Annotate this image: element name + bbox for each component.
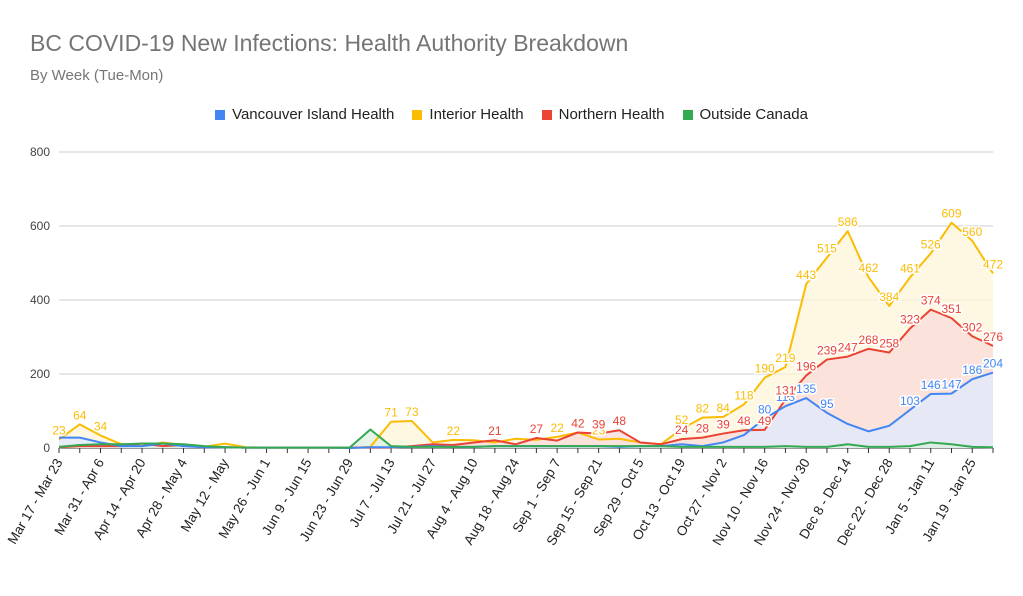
data-label: 103 <box>900 394 920 408</box>
data-label: 276 <box>983 330 1003 344</box>
y-tick-label: 800 <box>30 145 50 159</box>
legend-label: Interior Health <box>429 106 524 123</box>
legend-item: Vancouver Island Health <box>215 106 394 123</box>
y-tick-label: 200 <box>30 367 50 381</box>
legend-label: Northern Health <box>558 106 665 123</box>
data-label: 52 <box>675 413 689 427</box>
data-label: 39 <box>592 418 606 432</box>
data-label: 39 <box>716 418 730 432</box>
data-label: 239 <box>817 344 837 358</box>
data-label: 34 <box>94 419 108 433</box>
data-label: 472 <box>983 257 1003 271</box>
data-label: 526 <box>921 237 941 251</box>
data-label: 146 <box>921 378 941 392</box>
data-label: 64 <box>73 408 87 422</box>
data-label: 609 <box>941 207 961 221</box>
series-area <box>59 429 993 448</box>
legend-swatch <box>412 109 423 120</box>
series-line <box>58 428 994 449</box>
data-label: 23 <box>592 423 606 437</box>
data-label: 82 <box>696 402 710 416</box>
data-label: 196 <box>796 359 816 373</box>
chart-legend: Vancouver Island Health Interior Health No… <box>0 106 1023 123</box>
data-label: 71 <box>384 406 398 420</box>
data-label: 258 <box>879 337 899 351</box>
data-label: 113 <box>776 390 795 404</box>
data-label: 302 <box>962 320 982 334</box>
data-label: 443 <box>796 268 816 282</box>
series-line <box>58 221 994 449</box>
data-label: 42 <box>571 416 585 430</box>
data-label: 190 <box>755 362 775 376</box>
data-label: 95 <box>820 397 834 411</box>
data-label: 560 <box>962 225 982 239</box>
y-tick-label: 600 <box>30 219 50 233</box>
data-label: 135 <box>796 382 816 396</box>
legend-swatch <box>541 109 552 120</box>
data-label: 131 <box>775 384 795 398</box>
data-label: 49 <box>758 414 772 428</box>
y-tick-label: 400 <box>30 293 50 307</box>
data-label: 147 <box>941 378 961 392</box>
data-label: 27 <box>530 422 544 436</box>
data-label: 186 <box>962 363 982 377</box>
legend-swatch <box>682 109 693 120</box>
data-label: 462 <box>858 261 878 275</box>
data-label: 118 <box>734 388 753 402</box>
data-label: 80 <box>758 402 772 416</box>
data-label: 204 <box>983 357 1003 371</box>
data-label: 461 <box>900 261 920 275</box>
data-label: 515 <box>817 241 837 255</box>
legend-item: Outside Canada <box>682 106 808 123</box>
data-label: 323 <box>900 312 920 326</box>
data-label: 23 <box>52 423 66 437</box>
data-label: 73 <box>405 405 419 419</box>
y-tick-label: 0 <box>43 441 50 455</box>
data-label: 219 <box>775 351 795 365</box>
data-label: 24 <box>675 423 689 437</box>
data-label: 48 <box>613 414 627 428</box>
data-label: 84 <box>716 401 730 415</box>
data-label: 48 <box>737 414 751 428</box>
legend-label: Vancouver Island Health <box>232 106 395 123</box>
data-label: 22 <box>447 424 461 438</box>
data-label: 374 <box>921 294 941 308</box>
legend-item: Northern Health <box>541 106 665 123</box>
chart-subtitle: By Week (Tue-Mon) <box>30 67 164 84</box>
data-label: 586 <box>838 215 858 229</box>
data-label: 351 <box>941 302 961 316</box>
data-label: 247 <box>838 341 858 355</box>
data-label: 268 <box>858 333 878 347</box>
legend-label: Outside Canada <box>699 106 808 123</box>
data-label: 28 <box>696 422 710 436</box>
legend-swatch <box>215 109 226 120</box>
data-label: 21 <box>488 424 502 438</box>
chart-title: BC COVID-19 New Infections: Health Autho… <box>30 30 629 56</box>
series-area <box>59 222 993 448</box>
legend-item: Interior Health <box>412 106 524 123</box>
data-label: 384 <box>879 290 899 304</box>
data-label: 22 <box>550 421 564 435</box>
